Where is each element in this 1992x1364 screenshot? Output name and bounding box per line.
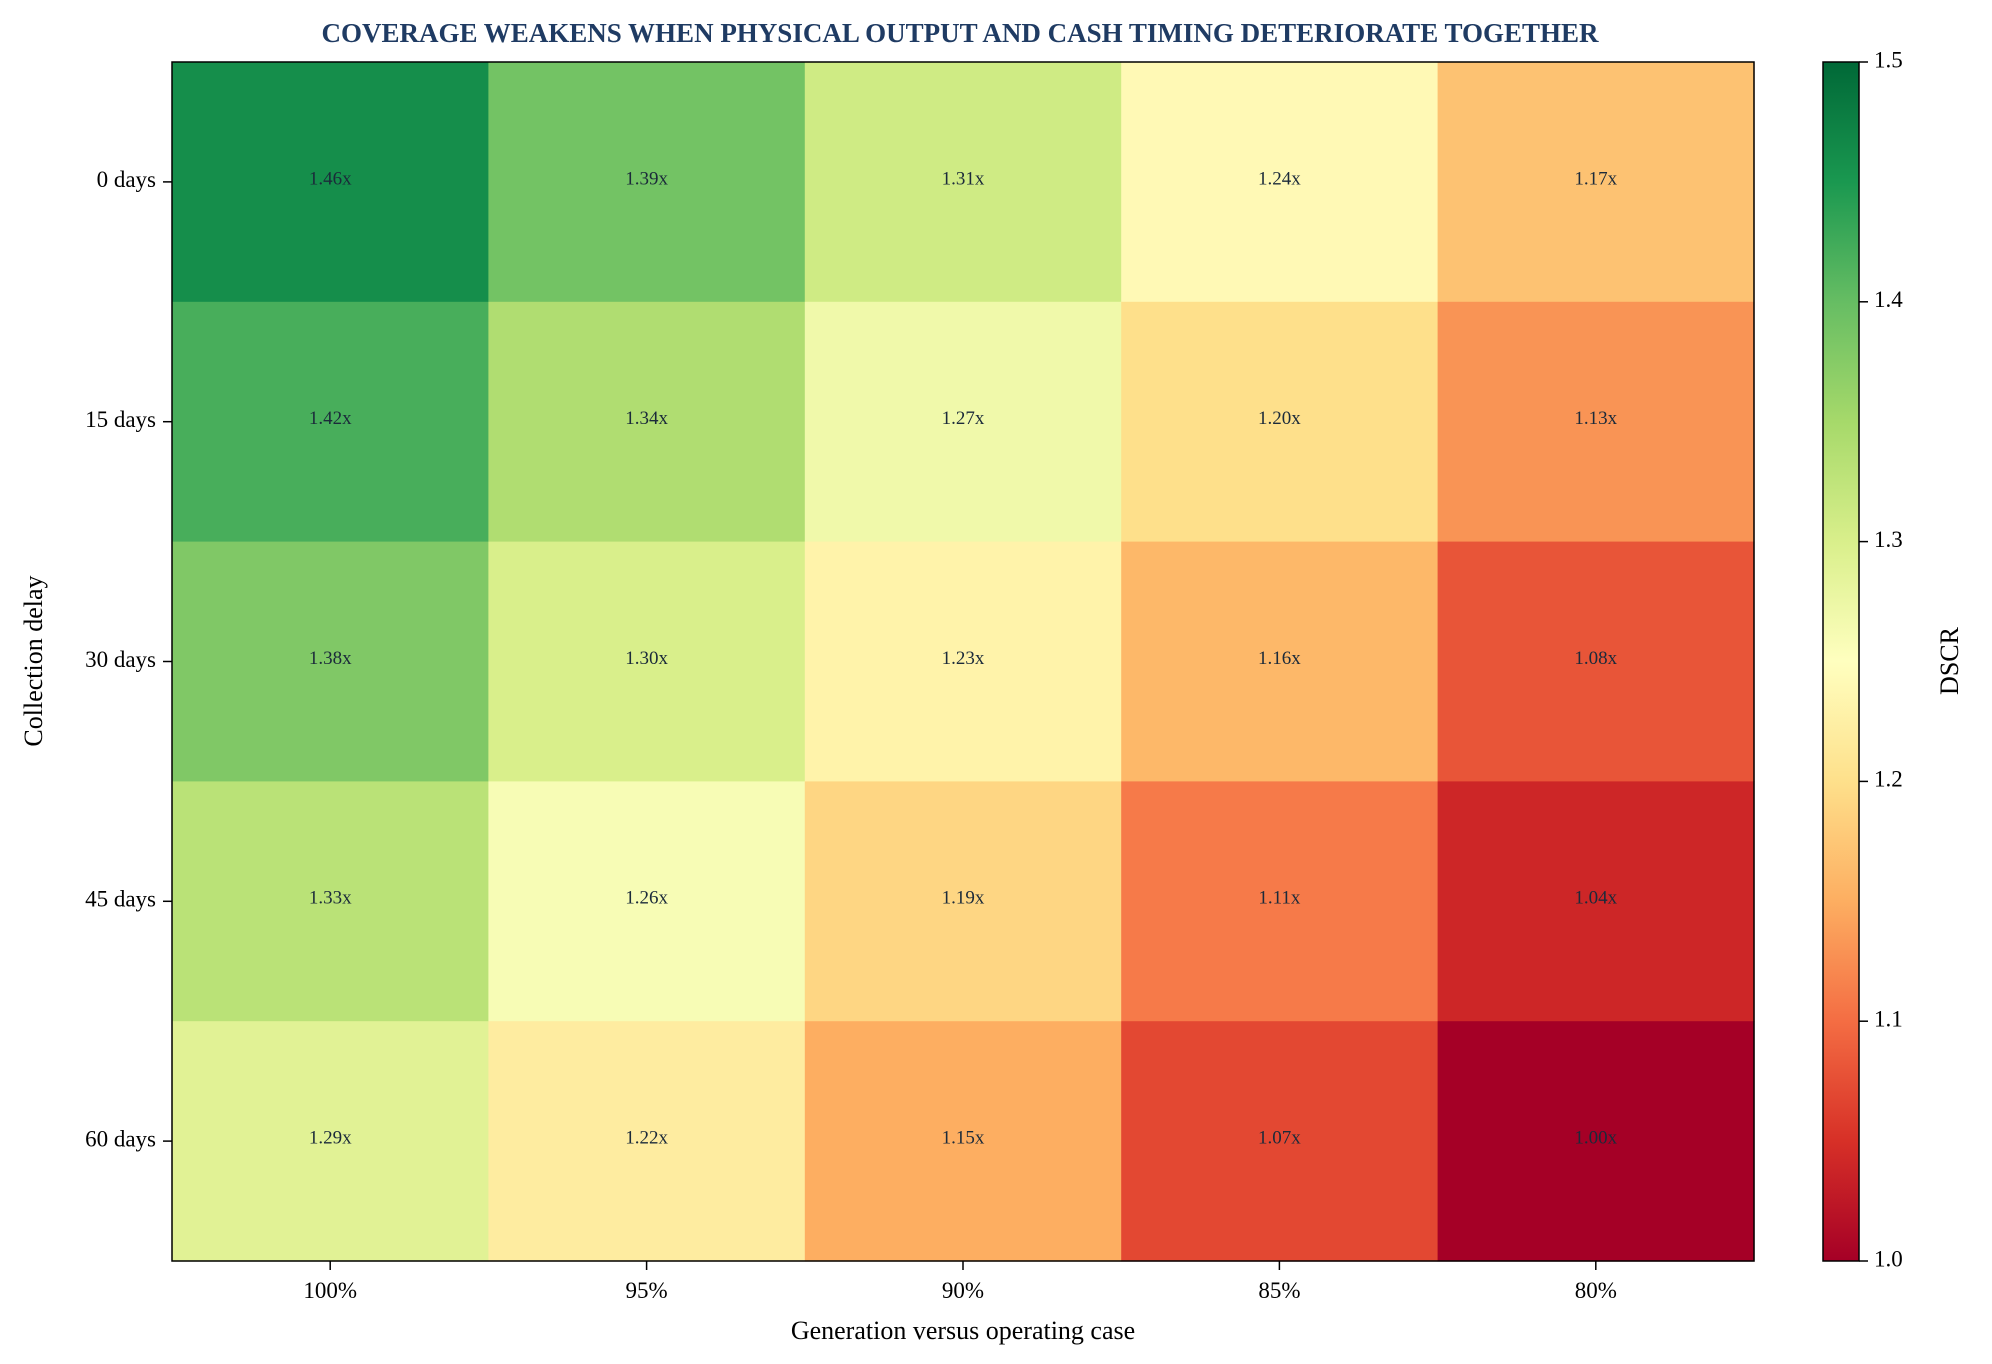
heatmap-cell [1121, 1021, 1439, 1262]
heatmap-cell [172, 1021, 489, 1262]
y-tick-label: 60 days [85, 1126, 156, 1151]
x-tick-label: 90% [942, 1278, 984, 1303]
y-tick-label: 15 days [85, 407, 156, 432]
heatmap-cell [172, 541, 489, 782]
cell-value-label: 1.26x [625, 888, 668, 909]
heatmap-cells [172, 62, 1755, 1262]
x-tick-label: 95% [626, 1278, 668, 1303]
cell-value-label: 1.00x [1574, 1127, 1617, 1148]
heatmap-cell [1437, 541, 1755, 782]
heatmap-cell [1437, 62, 1755, 303]
heatmap-cell [804, 301, 1122, 543]
heatmap-cell [488, 781, 806, 1022]
x-tick-label: 100% [303, 1278, 357, 1303]
cell-value-label: 1.24x [1258, 168, 1301, 189]
heatmap-cell [1437, 301, 1755, 543]
cell-value-label: 1.04x [1574, 888, 1617, 909]
cell-value-label: 1.11x [1258, 888, 1301, 909]
colorbar-tick-label: 1.2 [1874, 767, 1903, 792]
heatmap-cell [488, 301, 806, 543]
colorbar-ticks: 1.0 1.1 1.2 1.3 1.4 1.5 [1859, 47, 1903, 1271]
y-tick-label: 45 days [85, 887, 156, 912]
heatmap-cell [1121, 781, 1439, 1022]
cell-value-label: 1.29x [309, 1127, 352, 1148]
y-tick-label: 0 days [97, 167, 156, 192]
cell-value-label: 1.27x [942, 408, 985, 429]
cell-value-label: 1.34x [625, 408, 668, 429]
heatmap-cell [488, 62, 806, 303]
cell-value-label: 1.22x [625, 1127, 668, 1148]
cell-value-label: 1.30x [625, 648, 668, 669]
x-axis-ticks: 100% 95% 90% 85% 80% [303, 1261, 1617, 1303]
heatmap-cell [488, 1021, 806, 1262]
cell-value-label: 1.17x [1574, 168, 1617, 189]
cell-value-label: 1.46x [309, 168, 352, 189]
heatmap-cell [172, 301, 489, 543]
heatmap-cell-labels: 1.46x 1.39x 1.31x 1.24x 1.17x 1.42x 1.34x 1.27x… [309, 168, 1618, 1148]
heatmap-cell [1121, 541, 1439, 782]
heatmap-cell [804, 1021, 1122, 1262]
cell-value-label: 1.13x [1574, 408, 1617, 429]
cell-value-label: 1.19x [942, 888, 985, 909]
cell-value-label: 1.39x [625, 168, 668, 189]
cell-value-label: 1.38x [309, 648, 352, 669]
colorbar-tick-label: 1.4 [1874, 287, 1903, 312]
colorbar-tick-label: 1.0 [1874, 1246, 1903, 1271]
cell-value-label: 1.23x [942, 648, 985, 669]
colorbar-tick-label: 1.1 [1874, 1006, 1903, 1031]
y-axis-ticks: 0 days 15 days 30 days 45 days 60 days [85, 167, 172, 1151]
cell-value-label: 1.33x [309, 888, 352, 909]
cell-value-label: 1.15x [942, 1127, 985, 1148]
cell-value-label: 1.20x [1258, 408, 1301, 429]
heatmap-cell [1437, 1021, 1755, 1262]
colorbar-label: DSCR [1935, 626, 1964, 695]
heatmap-cell [488, 541, 806, 782]
x-tick-label: 80% [1575, 1278, 1617, 1303]
heatmap-cell [172, 781, 489, 1022]
cell-value-label: 1.42x [309, 408, 352, 429]
heatmap-cell [1121, 301, 1439, 543]
colorbar-tick-label: 1.5 [1874, 47, 1903, 72]
y-tick-label: 30 days [85, 647, 156, 672]
x-tick-label: 85% [1258, 1278, 1300, 1303]
heatmap-cell [1121, 62, 1439, 303]
heatmap-cell [172, 62, 489, 303]
cell-value-label: 1.07x [1258, 1127, 1301, 1148]
y-axis-label: Collection delay [19, 575, 48, 746]
chart-title: COVERAGE WEAKENS WHEN PHYSICAL OUTPUT AN… [321, 18, 1599, 48]
x-axis-label: Generation versus operating case [791, 1316, 1135, 1345]
cell-value-label: 1.16x [1258, 648, 1301, 669]
heatmap-cell [804, 781, 1122, 1022]
heatmap-cell [1437, 781, 1755, 1022]
colorbar [1822, 61, 1860, 1262]
colorbar-tick-label: 1.3 [1874, 527, 1903, 552]
cell-value-label: 1.08x [1574, 648, 1617, 669]
heatmap-cell [804, 541, 1122, 782]
cell-value-label: 1.31x [942, 168, 985, 189]
heatmap-cell [804, 62, 1122, 303]
